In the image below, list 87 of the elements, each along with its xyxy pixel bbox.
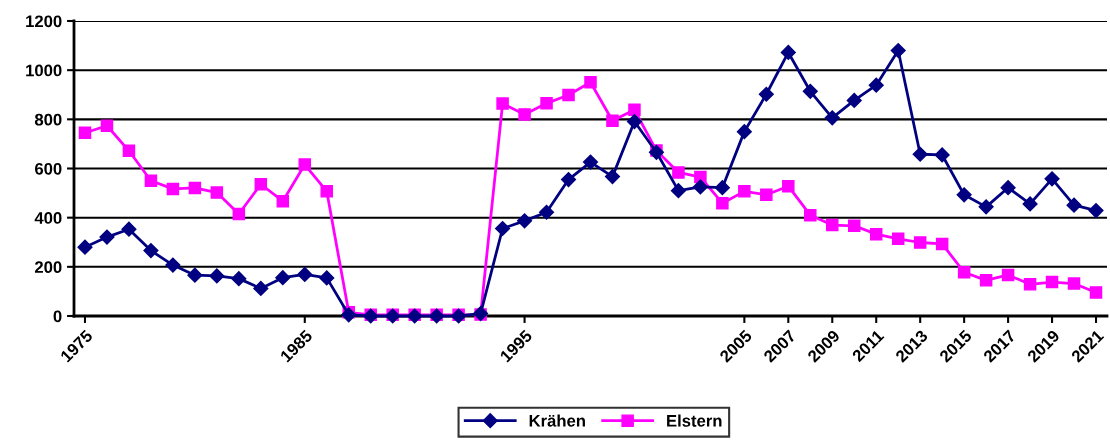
y-tick-label: 1000 bbox=[26, 64, 62, 77]
point bbox=[780, 44, 796, 61]
point bbox=[584, 75, 597, 89]
point bbox=[913, 236, 927, 249]
point bbox=[232, 207, 246, 221]
y-tick-label: 0 bbox=[53, 310, 62, 323]
point bbox=[188, 181, 202, 195]
point bbox=[298, 158, 312, 171]
point bbox=[626, 113, 643, 130]
point bbox=[846, 92, 862, 108]
point bbox=[979, 274, 993, 287]
point bbox=[210, 186, 224, 199]
point bbox=[540, 97, 553, 110]
point bbox=[714, 180, 730, 196]
point bbox=[99, 229, 115, 245]
point bbox=[254, 177, 268, 191]
point bbox=[760, 188, 773, 202]
y-tick-label: 600 bbox=[35, 162, 62, 175]
point bbox=[606, 114, 619, 128]
point bbox=[868, 77, 884, 93]
legend-label: Krähen bbox=[529, 414, 585, 427]
y-tick-label: 200 bbox=[34, 261, 62, 274]
point bbox=[276, 194, 290, 208]
point bbox=[144, 174, 158, 188]
point bbox=[716, 196, 729, 210]
point bbox=[516, 213, 533, 229]
point bbox=[847, 219, 861, 233]
point bbox=[122, 144, 136, 158]
point bbox=[912, 146, 928, 162]
point bbox=[1022, 196, 1038, 212]
point bbox=[782, 179, 795, 193]
point bbox=[1045, 275, 1059, 289]
point bbox=[341, 307, 357, 323]
point bbox=[275, 270, 291, 286]
point bbox=[496, 97, 509, 110]
point bbox=[518, 108, 531, 121]
point bbox=[297, 266, 313, 283]
point bbox=[495, 220, 511, 237]
point bbox=[209, 268, 225, 284]
point bbox=[824, 110, 840, 126]
point bbox=[319, 270, 335, 286]
point bbox=[1044, 171, 1060, 187]
point bbox=[935, 237, 949, 251]
point bbox=[670, 183, 686, 199]
point bbox=[957, 265, 971, 279]
point bbox=[187, 267, 203, 283]
point bbox=[231, 271, 247, 287]
point bbox=[804, 208, 817, 222]
point bbox=[166, 182, 180, 196]
point bbox=[538, 204, 555, 220]
point bbox=[802, 83, 818, 99]
point bbox=[78, 126, 92, 140]
point bbox=[77, 239, 93, 255]
legend-label: Elstern bbox=[667, 414, 722, 427]
y-tick-label: 400 bbox=[34, 212, 62, 224]
point bbox=[890, 42, 906, 59]
point bbox=[628, 103, 641, 116]
point bbox=[320, 185, 334, 198]
point bbox=[692, 179, 708, 195]
y-tick-label: 1200 bbox=[26, 15, 62, 28]
point bbox=[253, 280, 269, 297]
point bbox=[100, 119, 114, 132]
point bbox=[891, 232, 905, 246]
point bbox=[165, 257, 181, 273]
point bbox=[121, 221, 137, 237]
point bbox=[1000, 180, 1016, 196]
point bbox=[1001, 268, 1015, 282]
point bbox=[934, 147, 950, 163]
point bbox=[738, 185, 751, 198]
point bbox=[604, 169, 621, 185]
point bbox=[1088, 202, 1104, 219]
point bbox=[826, 218, 839, 232]
point bbox=[582, 154, 599, 170]
point bbox=[1067, 277, 1081, 290]
point bbox=[869, 227, 883, 241]
point bbox=[978, 199, 994, 215]
point bbox=[672, 166, 685, 179]
point bbox=[1066, 197, 1082, 213]
point bbox=[560, 171, 577, 188]
point bbox=[1089, 286, 1103, 299]
point bbox=[956, 187, 972, 203]
point bbox=[736, 124, 752, 140]
point bbox=[562, 88, 575, 102]
y-tick-label: 800 bbox=[34, 113, 62, 126]
point bbox=[143, 243, 159, 259]
point bbox=[758, 86, 774, 102]
point bbox=[1023, 278, 1037, 291]
